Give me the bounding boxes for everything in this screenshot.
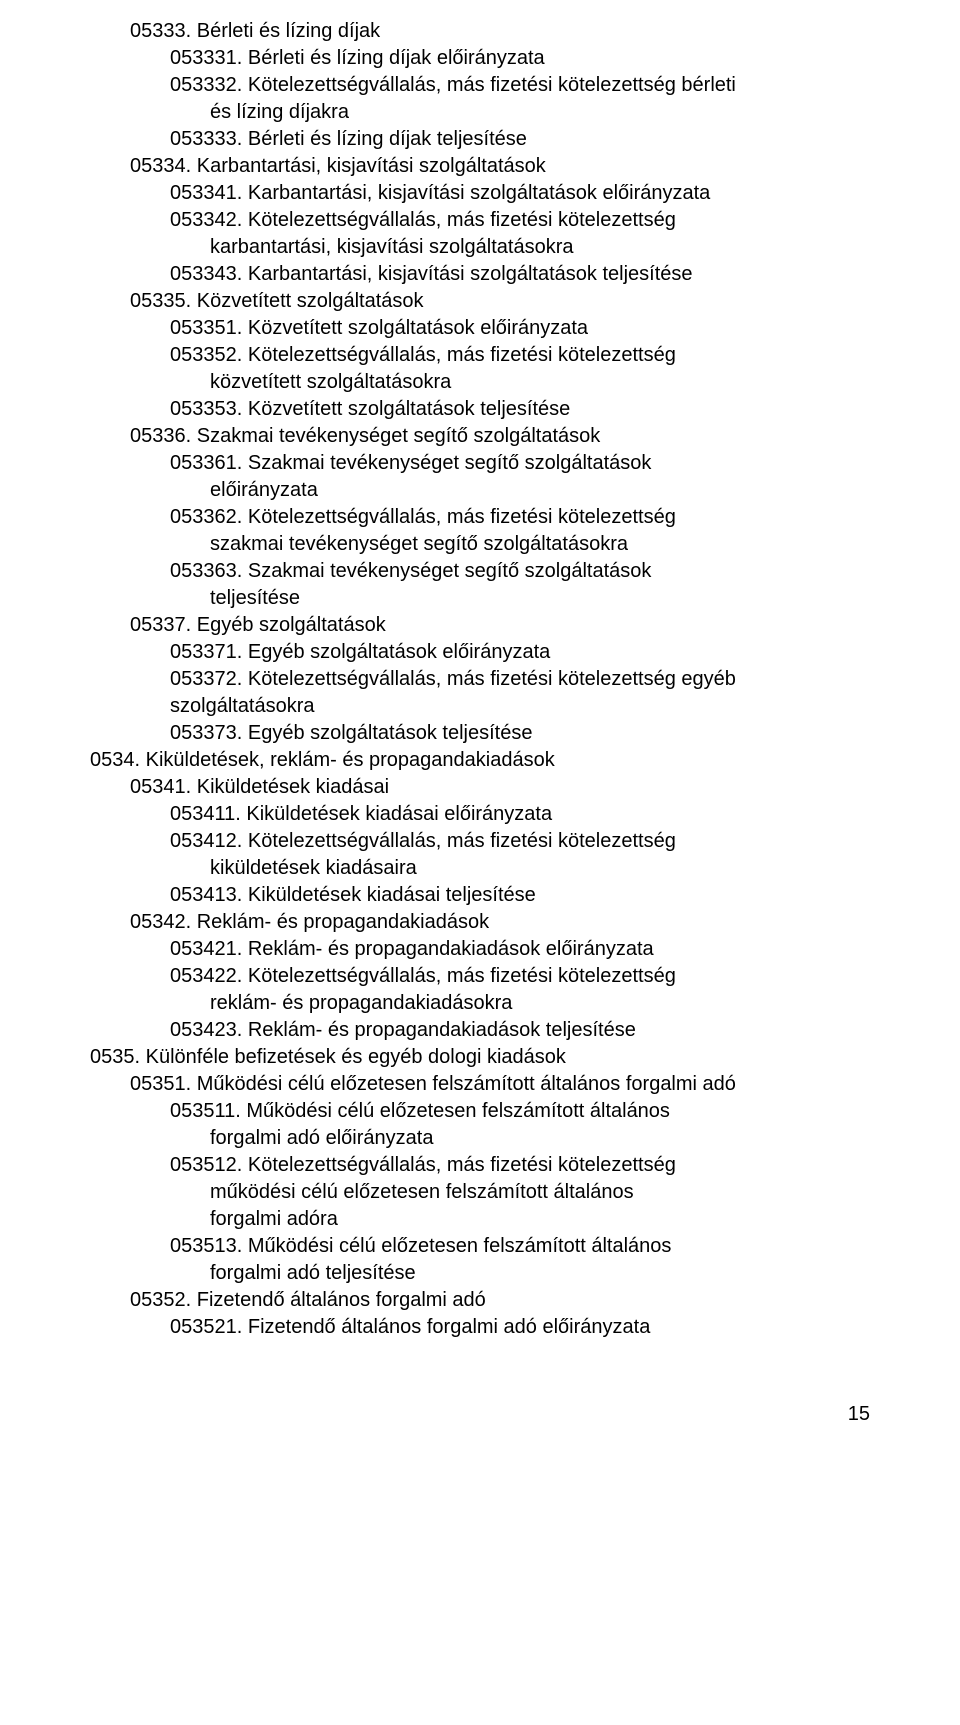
outline-line: 053513. Működési célú előzetesen felszám… [170,1233,870,1260]
outline-line: közvetített szolgáltatásokra [210,369,870,396]
outline-line: 05336. Szakmai tevékenységet segítő szol… [130,423,870,450]
outline-line: teljesítése [210,585,870,612]
outline-line: 053411. Kiküldetések kiadásai előirányza… [170,801,870,828]
outline-line: 053332. Kötelezettségvállalás, más fizet… [170,72,870,99]
outline-line: 05334. Karbantartási, kisjavítási szolgá… [130,153,870,180]
outline-line: 053421. Reklám- és propagandakiadások el… [170,936,870,963]
outline-line: 053521. Fizetendő általános forgalmi adó… [170,1314,870,1341]
outline-line: 053423. Reklám- és propagandakiadások te… [170,1017,870,1044]
outline-line: 053422. Kötelezettségvállalás, más fizet… [170,963,870,990]
outline-line: 053342. Kötelezettségvállalás, más fizet… [170,207,870,234]
outline-line: 0534. Kiküldetések, reklám- és propagand… [90,747,870,774]
outline-line: szakmai tevékenységet segítő szolgáltatá… [210,531,870,558]
outline-line: 053353. Közvetített szolgáltatások telje… [170,396,870,423]
page-number: 15 [90,1401,870,1428]
outline-line: reklám- és propagandakiadásokra [210,990,870,1017]
outline-line: és lízing díjakra [210,99,870,126]
outline-line: 053511. Működési célú előzetesen felszám… [170,1098,870,1125]
outline-line: 05333. Bérleti és lízing díjak [130,18,870,45]
outline-line: 053333. Bérleti és lízing díjak teljesít… [170,126,870,153]
outline-line: 053372. Kötelezettségvállalás, más fizet… [170,666,870,693]
outline-line: 053341. Karbantartási, kisjavítási szolg… [170,180,870,207]
outline-line: 053351. Közvetített szolgáltatások előir… [170,315,870,342]
outline-line: szolgáltatásokra [170,693,870,720]
outline-line: 053362. Kötelezettségvállalás, más fizet… [170,504,870,531]
outline-line: 053352. Kötelezettségvállalás, más fizet… [170,342,870,369]
outline-line: 053363. Szakmai tevékenységet segítő szo… [170,558,870,585]
outline-line: kiküldetések kiadásaira [210,855,870,882]
outline-line: 053331. Bérleti és lízing díjak előirány… [170,45,870,72]
outline-line: 053371. Egyéb szolgáltatások előirányzat… [170,639,870,666]
outline-line: előirányzata [210,477,870,504]
outline-line: forgalmi adó teljesítése [210,1260,870,1287]
outline-line: 053343. Karbantartási, kisjavítási szolg… [170,261,870,288]
outline-line: 05351. Működési célú előzetesen felszámí… [130,1071,870,1098]
outline-line: 05352. Fizetendő általános forgalmi adó [130,1287,870,1314]
outline-line: karbantartási, kisjavítási szolgáltatáso… [210,234,870,261]
outline-line: 05337. Egyéb szolgáltatások [130,612,870,639]
outline-line: 053412. Kötelezettségvállalás, más fizet… [170,828,870,855]
outline-line: működési célú előzetesen felszámított ál… [210,1179,870,1206]
outline-line: 0535. Különféle befizetések és egyéb dol… [90,1044,870,1071]
document-page: 05333. Bérleti és lízing díjak053331. Bé… [0,0,960,1468]
outline-list: 05333. Bérleti és lízing díjak053331. Bé… [90,18,870,1341]
outline-line: 05341. Kiküldetések kiadásai [130,774,870,801]
outline-line: 053413. Kiküldetések kiadásai teljesítés… [170,882,870,909]
outline-line: forgalmi adó előirányzata [210,1125,870,1152]
outline-line: 053373. Egyéb szolgáltatások teljesítése [170,720,870,747]
outline-line: 053512. Kötelezettségvállalás, más fizet… [170,1152,870,1179]
outline-line: forgalmi adóra [210,1206,870,1233]
outline-line: 05342. Reklám- és propagandakiadások [130,909,870,936]
outline-line: 053361. Szakmai tevékenységet segítő szo… [170,450,870,477]
outline-line: 05335. Közvetített szolgáltatások [130,288,870,315]
